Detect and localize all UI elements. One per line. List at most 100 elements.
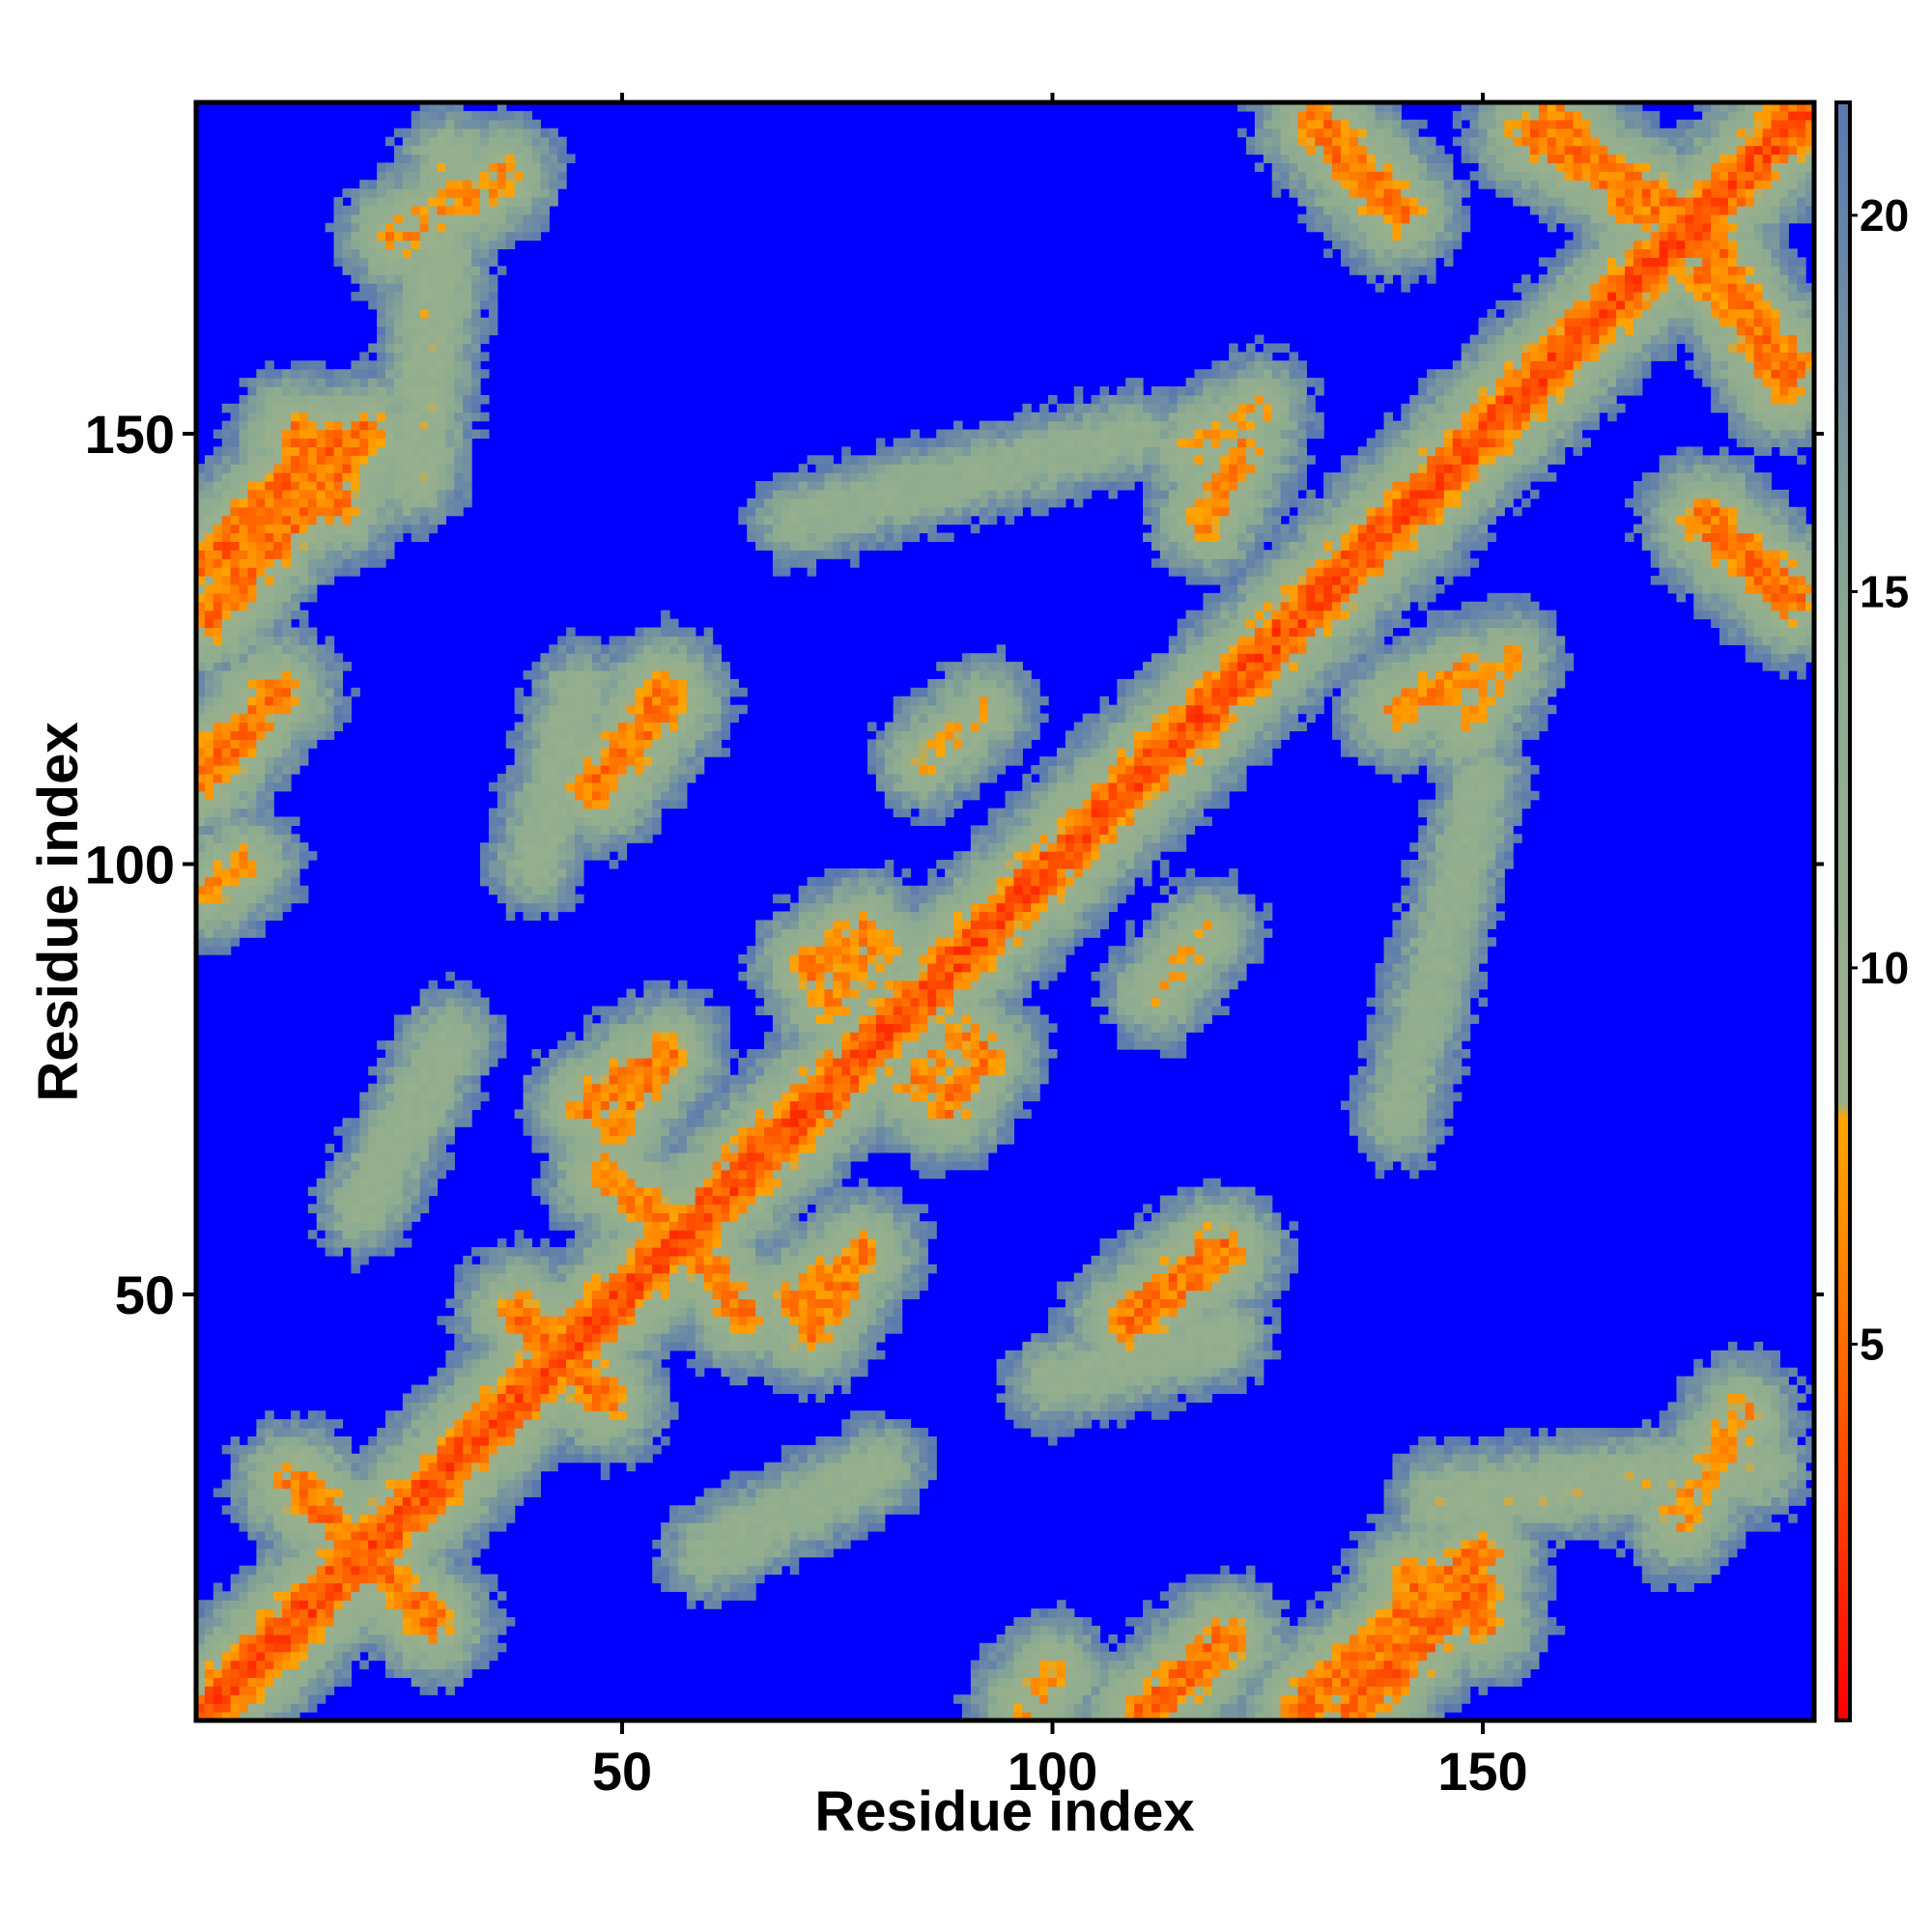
heatmap-cell xyxy=(377,257,386,267)
heatmap-cell xyxy=(359,455,369,465)
heatmap-cell xyxy=(325,1496,335,1506)
heatmap-cell xyxy=(291,1565,300,1576)
heatmap-cell xyxy=(463,1642,472,1653)
heatmap-cell xyxy=(505,739,516,749)
heatmap-cell xyxy=(591,1212,602,1222)
heatmap-cell xyxy=(454,1634,464,1644)
heatmap-cell xyxy=(540,894,550,904)
heatmap-cell xyxy=(582,851,593,861)
heatmap-cell xyxy=(385,1246,395,1257)
heatmap-cell xyxy=(471,1634,481,1644)
heatmap-cell xyxy=(669,687,679,697)
heatmap-cell xyxy=(463,420,472,431)
heatmap-cell xyxy=(428,1151,439,1162)
heatmap-cell xyxy=(282,524,292,534)
heatmap-cell xyxy=(368,1246,378,1257)
heatmap-cell xyxy=(291,876,300,887)
heatmap-cell xyxy=(677,1539,688,1549)
heatmap-cell xyxy=(566,1376,576,1386)
heatmap-cell xyxy=(351,1591,360,1601)
heatmap-cell xyxy=(204,885,214,895)
heatmap-cell xyxy=(677,1109,688,1119)
heatmap-cell xyxy=(626,1118,636,1127)
heatmap-cell xyxy=(505,154,516,163)
heatmap-cell xyxy=(591,1238,602,1248)
heatmap-cell xyxy=(325,532,335,542)
heatmap-cell xyxy=(298,1539,309,1549)
heatmap-cell xyxy=(669,1151,679,1162)
heatmap-cell xyxy=(393,1660,404,1670)
heatmap-cell xyxy=(265,816,274,826)
heatmap-cell xyxy=(316,1496,327,1506)
heatmap-cell xyxy=(419,1435,430,1446)
heatmap-cell xyxy=(514,1402,525,1411)
heatmap-cell xyxy=(531,911,541,922)
heatmap-cell xyxy=(600,687,611,697)
heatmap-cell xyxy=(549,197,558,207)
heatmap-cell xyxy=(582,1014,593,1024)
heatmap-cell xyxy=(514,1255,525,1265)
heatmap-cell xyxy=(617,713,628,724)
heatmap-cell xyxy=(351,1634,360,1644)
heatmap-cell xyxy=(463,213,472,224)
heatmap-cell xyxy=(600,1384,611,1395)
heatmap-cell xyxy=(480,1384,490,1395)
heatmap-cell xyxy=(377,299,386,310)
heatmap-cell xyxy=(437,274,446,284)
heatmap-cell xyxy=(307,506,318,517)
heatmap-cell xyxy=(471,292,481,301)
heatmap-cell xyxy=(591,662,602,671)
heatmap-cell xyxy=(591,1100,602,1111)
heatmap-cell xyxy=(307,1444,318,1455)
heatmap-cell xyxy=(609,670,619,680)
heatmap-cell xyxy=(230,1453,241,1463)
heatmap-cell xyxy=(298,1453,309,1463)
heatmap-cell xyxy=(428,1178,439,1188)
heatmap-cell xyxy=(204,730,214,740)
heatmap-cell xyxy=(445,1617,455,1627)
heatmap-cell xyxy=(643,1367,653,1378)
heatmap-cell xyxy=(411,1065,421,1076)
heatmap-cell xyxy=(480,1660,490,1670)
heatmap-cell xyxy=(333,1677,344,1687)
heatmap-cell xyxy=(582,704,593,715)
heatmap-cell xyxy=(265,627,274,637)
heatmap-cell xyxy=(523,781,533,792)
heatmap-cell xyxy=(402,197,412,207)
heatmap-cell xyxy=(325,1479,335,1490)
heatmap-cell xyxy=(291,860,300,869)
heatmap-cell xyxy=(557,1428,567,1437)
heatmap-cell xyxy=(471,1591,481,1601)
heatmap-cell xyxy=(419,532,430,542)
heatmap-cell xyxy=(316,678,327,689)
heatmap-cell xyxy=(377,472,386,482)
heatmap-cell xyxy=(316,1660,327,1670)
heatmap-cell xyxy=(402,1410,412,1420)
heatmap-cell xyxy=(575,1290,584,1300)
heatmap-cell xyxy=(325,446,335,456)
heatmap-cell xyxy=(265,515,274,526)
heatmap-cell xyxy=(652,1195,662,1206)
heatmap-cell xyxy=(445,1160,455,1171)
heatmap-cell xyxy=(582,1151,593,1162)
heatmap-cell xyxy=(307,438,318,447)
heatmap-cell xyxy=(454,378,464,387)
heatmap-cell xyxy=(497,1298,507,1308)
heatmap-cell xyxy=(411,1565,421,1576)
heatmap-cell xyxy=(273,662,283,671)
heatmap-cell xyxy=(325,687,335,697)
heatmap-cell xyxy=(609,678,619,689)
heatmap-cell xyxy=(377,1040,386,1050)
heatmap-cell xyxy=(359,1178,369,1188)
heatmap-cell xyxy=(247,1582,257,1592)
heatmap-cell xyxy=(617,1341,628,1351)
heatmap-cell xyxy=(368,1444,378,1455)
heatmap-cell xyxy=(471,1625,481,1635)
heatmap-cell xyxy=(505,799,516,810)
heatmap-cell xyxy=(273,1488,283,1497)
heatmap-cell xyxy=(643,653,653,663)
heatmap-cell xyxy=(239,576,249,585)
heatmap-cell xyxy=(505,1617,516,1627)
heatmap-cell xyxy=(325,636,335,645)
heatmap-cell xyxy=(316,497,327,508)
